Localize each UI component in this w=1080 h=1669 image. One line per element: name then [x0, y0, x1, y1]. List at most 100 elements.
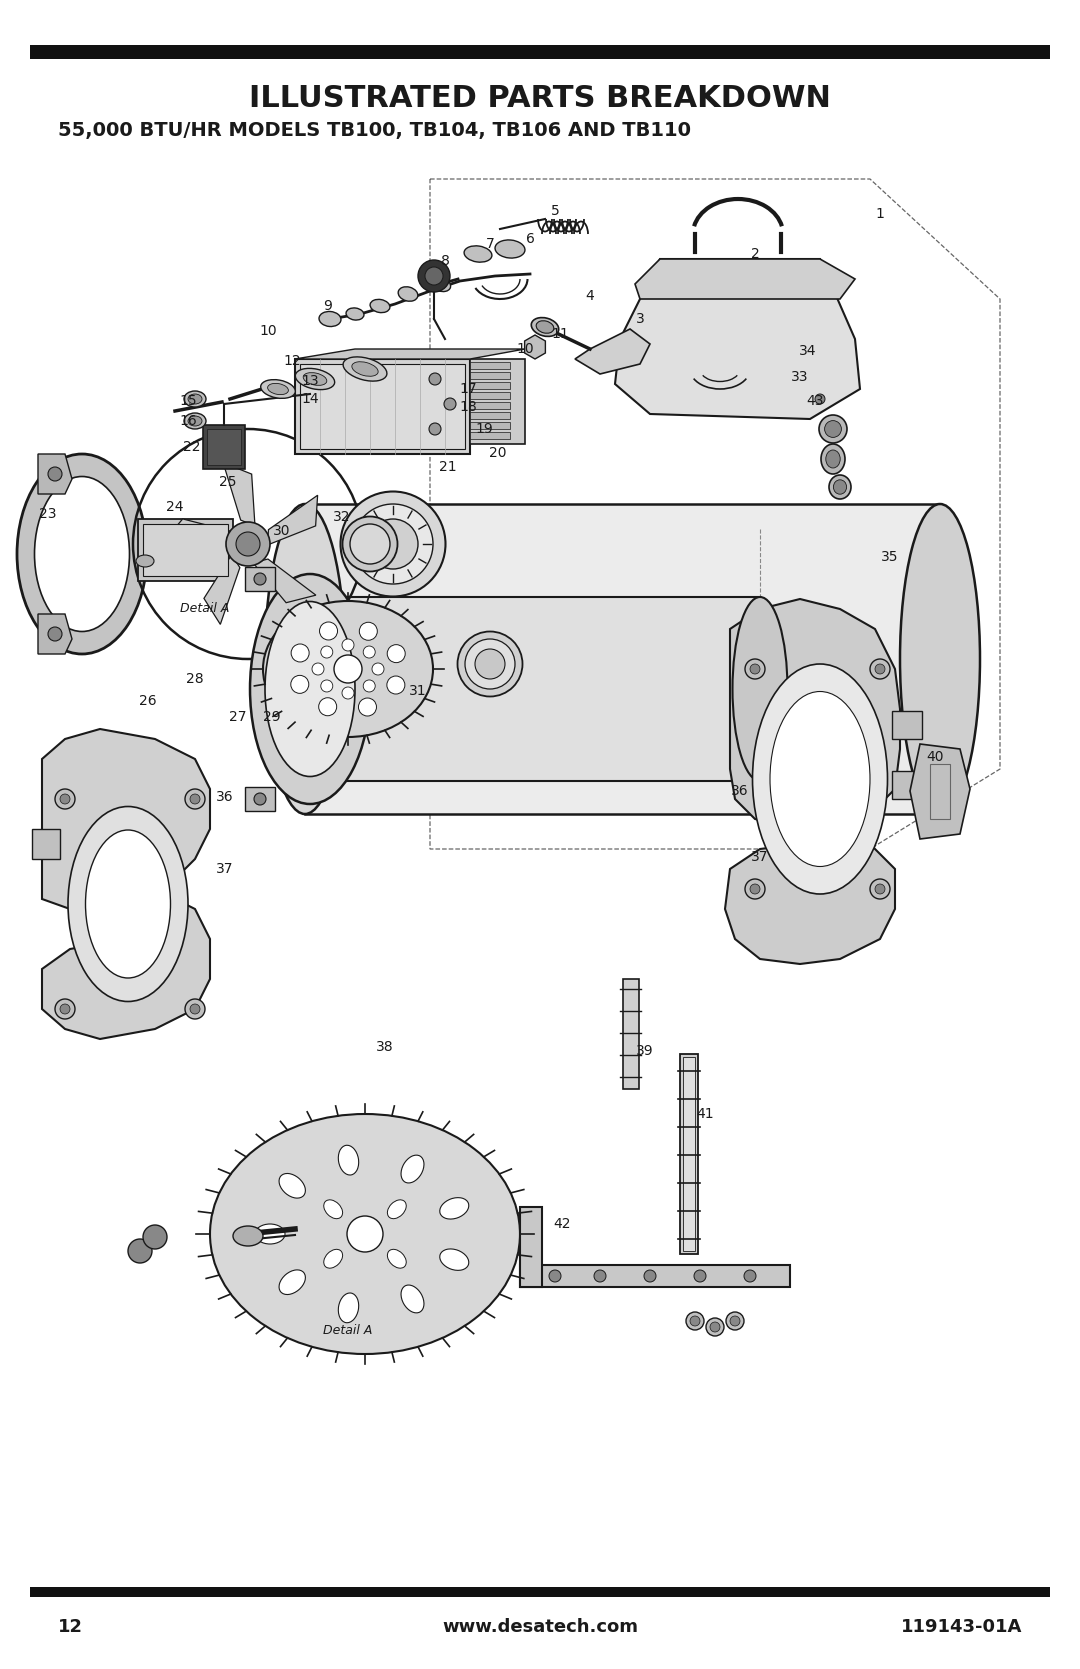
Bar — [930, 764, 950, 819]
Ellipse shape — [350, 524, 390, 564]
Polygon shape — [255, 559, 315, 603]
Ellipse shape — [536, 320, 554, 334]
Bar — [295, 359, 470, 454]
Bar — [30, 45, 1050, 58]
Ellipse shape — [260, 379, 295, 399]
Circle shape — [744, 1270, 756, 1282]
Circle shape — [190, 1005, 200, 1015]
Ellipse shape — [829, 476, 851, 499]
Circle shape — [363, 679, 375, 693]
Text: 5: 5 — [551, 204, 559, 219]
Circle shape — [745, 659, 765, 679]
Circle shape — [55, 1000, 75, 1020]
Bar — [32, 829, 60, 860]
Ellipse shape — [324, 1200, 342, 1218]
Text: 24: 24 — [166, 501, 184, 514]
Ellipse shape — [440, 1248, 469, 1270]
Circle shape — [726, 1312, 744, 1330]
Circle shape — [549, 1270, 561, 1282]
Bar — [470, 392, 510, 399]
Circle shape — [690, 1315, 700, 1325]
Circle shape — [292, 644, 309, 663]
Circle shape — [342, 639, 354, 651]
Ellipse shape — [85, 829, 171, 978]
Ellipse shape — [279, 1173, 306, 1198]
Bar — [143, 524, 228, 576]
Ellipse shape — [465, 639, 515, 689]
Text: 36: 36 — [216, 789, 233, 804]
Ellipse shape — [210, 1113, 519, 1354]
Text: 36: 36 — [731, 784, 748, 798]
Circle shape — [254, 572, 266, 586]
Ellipse shape — [342, 516, 397, 571]
Text: 4: 4 — [585, 289, 594, 304]
Text: 22: 22 — [184, 441, 201, 454]
Circle shape — [426, 267, 443, 285]
Text: 27: 27 — [229, 709, 246, 724]
Circle shape — [359, 698, 377, 716]
Bar — [470, 382, 510, 389]
Circle shape — [388, 644, 405, 663]
Ellipse shape — [440, 1198, 469, 1218]
Text: Detail A: Detail A — [323, 1325, 373, 1337]
Circle shape — [321, 646, 333, 658]
Text: 12: 12 — [58, 1617, 83, 1636]
Circle shape — [766, 684, 774, 693]
Ellipse shape — [732, 598, 787, 781]
Bar — [207, 429, 241, 466]
Circle shape — [48, 467, 62, 481]
Bar — [580, 618, 608, 639]
Circle shape — [646, 604, 654, 613]
Polygon shape — [204, 557, 240, 624]
Bar — [470, 359, 525, 444]
Polygon shape — [42, 729, 210, 1040]
Ellipse shape — [495, 240, 525, 259]
Circle shape — [254, 793, 266, 804]
Bar — [300, 364, 465, 449]
Circle shape — [429, 372, 441, 386]
Text: 9: 9 — [324, 299, 333, 314]
Bar — [720, 679, 738, 694]
Polygon shape — [38, 454, 72, 494]
Ellipse shape — [264, 601, 433, 738]
Circle shape — [60, 794, 70, 804]
Text: ILLUSTRATED PARTS BREAKDOWN: ILLUSTRATED PARTS BREAKDOWN — [249, 85, 831, 113]
Circle shape — [750, 664, 760, 674]
Text: 8: 8 — [441, 254, 449, 269]
Text: 29: 29 — [264, 709, 281, 724]
Ellipse shape — [821, 444, 845, 474]
Circle shape — [185, 789, 205, 809]
Circle shape — [644, 1270, 656, 1282]
Text: 31: 31 — [409, 684, 427, 698]
Text: 119143-01A: 119143-01A — [901, 1617, 1022, 1636]
Circle shape — [291, 676, 309, 693]
Ellipse shape — [352, 362, 378, 376]
Ellipse shape — [370, 299, 390, 312]
Bar — [623, 980, 639, 1088]
Text: 39: 39 — [636, 1045, 653, 1058]
Circle shape — [226, 522, 270, 566]
Ellipse shape — [753, 664, 888, 895]
Ellipse shape — [464, 245, 491, 262]
Text: 43: 43 — [807, 394, 824, 407]
Ellipse shape — [819, 416, 847, 442]
Ellipse shape — [338, 1293, 359, 1324]
Ellipse shape — [401, 1155, 424, 1183]
Ellipse shape — [319, 312, 341, 327]
Text: 19: 19 — [475, 422, 492, 436]
Bar — [892, 711, 922, 739]
Ellipse shape — [458, 631, 523, 696]
Text: 10: 10 — [516, 342, 534, 355]
Text: 25: 25 — [219, 476, 237, 489]
Circle shape — [766, 624, 774, 633]
Text: 23: 23 — [39, 507, 57, 521]
Polygon shape — [268, 496, 318, 544]
Text: 55,000 BTU/HR MODELS TB100, TB104, TB106 AND TB110: 55,000 BTU/HR MODELS TB100, TB104, TB106… — [58, 122, 691, 140]
Text: 17: 17 — [459, 382, 476, 396]
Ellipse shape — [399, 287, 418, 300]
Text: 40: 40 — [927, 749, 944, 764]
Ellipse shape — [324, 1250, 342, 1268]
Ellipse shape — [188, 394, 202, 404]
Polygon shape — [575, 329, 650, 374]
Circle shape — [185, 1000, 205, 1020]
